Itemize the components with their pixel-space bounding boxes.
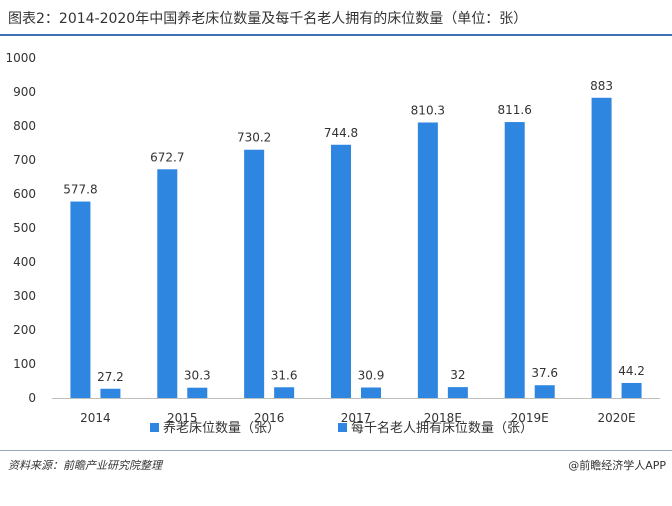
bar-beds-per-thousand — [621, 382, 642, 398]
y-tick-label: 0 — [28, 391, 36, 405]
y-tick-label: 700 — [13, 153, 36, 167]
bar-beds — [504, 122, 525, 398]
bar-beds-per-thousand — [447, 387, 468, 398]
bar-beds — [331, 144, 351, 398]
y-tick-label: 300 — [13, 289, 36, 303]
y-tick-label: 100 — [13, 357, 36, 371]
data-label: 31.6 — [271, 368, 298, 382]
x-tick-label: 2014 — [80, 411, 111, 425]
footer-divider — [0, 450, 672, 451]
x-tick-label: 2015 — [167, 411, 198, 425]
data-label: 730.2 — [237, 131, 271, 145]
legend-swatch — [150, 423, 159, 432]
data-label: 810.3 — [411, 103, 445, 117]
data-label: 811.6 — [498, 103, 532, 117]
data-label: 577.8 — [63, 183, 97, 197]
bar-chart: 0 100 200 300 400 500 600 700 800 900 1000 577.8 27.… — [5, 51, 660, 436]
bar-beds-per-thousand — [274, 387, 295, 398]
bar-beds-per-thousand — [534, 385, 555, 398]
data-label: 32 — [450, 368, 465, 382]
data-label: 44.2 — [618, 364, 645, 378]
y-tick-label: 1000 — [5, 51, 36, 65]
x-tick-label: 2019E — [511, 411, 549, 425]
bar-beds — [244, 149, 265, 398]
data-label: 744.8 — [324, 126, 358, 140]
title-divider — [0, 34, 672, 36]
bar-beds — [70, 201, 91, 398]
data-label: 30.3 — [184, 369, 211, 383]
x-tick-label: 2020E — [598, 411, 636, 425]
y-tick-label: 900 — [13, 85, 36, 99]
y-tick-label: 600 — [13, 187, 36, 201]
y-tick-label: 800 — [13, 119, 36, 133]
bar-beds-per-thousand — [100, 388, 121, 398]
y-tick-label: 500 — [13, 221, 36, 235]
bar-beds-per-thousand — [361, 387, 381, 398]
bar-beds-per-thousand — [187, 387, 208, 398]
chart-title: 图表2：2014-2020年中国养老床位数量及每千名老人拥有的床位数量（单位：张… — [8, 11, 528, 27]
y-tick-label: 400 — [13, 255, 36, 269]
legend-swatch — [338, 423, 347, 432]
data-label: 883 — [590, 79, 613, 93]
legend-label: 养老床位数量（张） — [163, 420, 280, 436]
bar-beds — [417, 122, 438, 399]
legend-label: 每千名老人拥有床位数量（张） — [351, 420, 533, 436]
bar-beds — [591, 97, 612, 398]
data-label: 27.2 — [97, 370, 124, 384]
x-tick-label: 2018E — [424, 411, 462, 425]
y-tick-label: 200 — [13, 323, 36, 337]
data-label: 37.6 — [531, 366, 558, 380]
data-label: 672.7 — [150, 150, 184, 164]
x-tick-label: 2016 — [254, 411, 285, 425]
bar-beds — [157, 169, 178, 398]
data-label: 30.9 — [358, 368, 385, 382]
brand-credit: @前瞻经济学人APP — [568, 459, 666, 472]
x-tick-label: 2017 — [341, 411, 372, 425]
source-note: 资料来源：前瞻产业研究院整理 — [8, 459, 162, 472]
